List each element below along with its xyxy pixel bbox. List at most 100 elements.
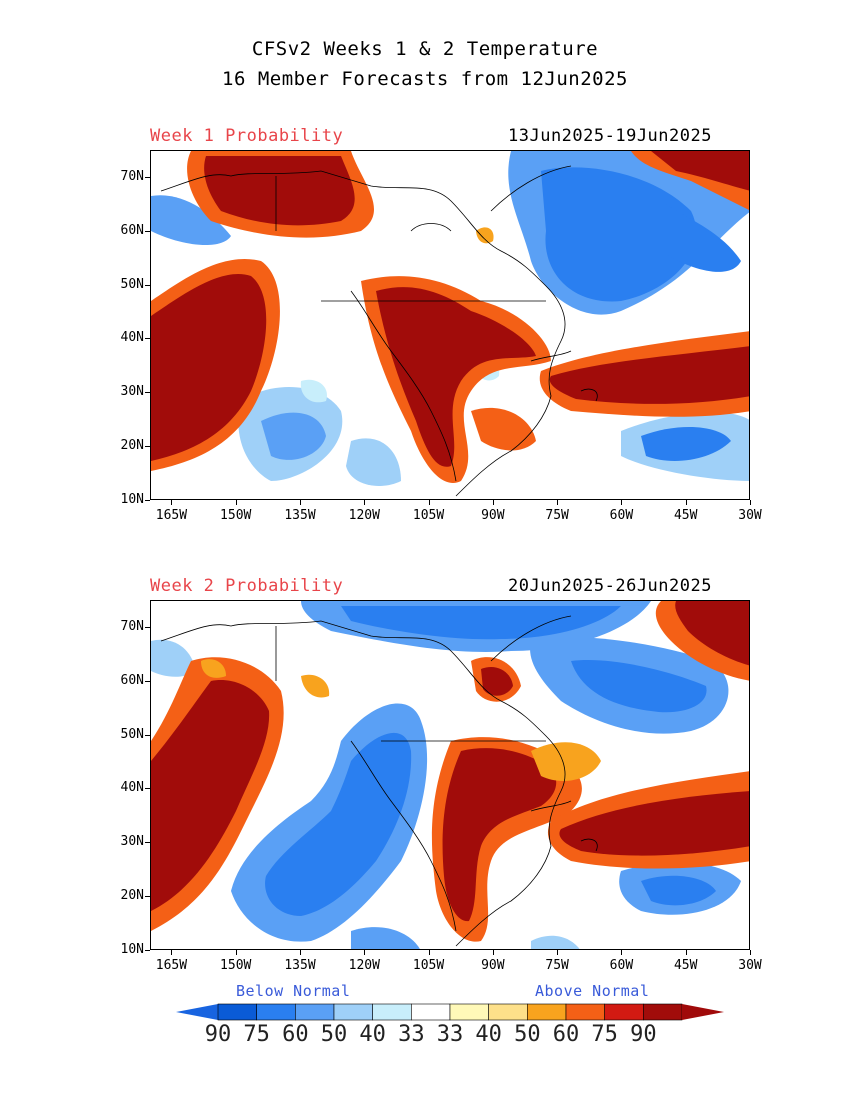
- figure-title-line1: CFSv2 Weeks 1 & 2 Temperature: [251, 38, 599, 60]
- lat-label: 30N: [120, 834, 144, 850]
- legend-swatch: [449, 1003, 489, 1021]
- legend-value: 60: [282, 1022, 309, 1047]
- lon-label: 120W: [348, 508, 380, 523]
- legend-value: 60: [552, 1022, 580, 1047]
- figure-title-line2: 16 Member Forecasts from 12Jun2025: [222, 68, 628, 90]
- week2-probability-map: [150, 600, 750, 950]
- legend-swatch: [256, 1003, 296, 1021]
- lat-tick: [145, 950, 150, 951]
- lon-tick: [557, 500, 559, 505]
- lon-tick: [557, 950, 559, 955]
- legend-value: 40: [359, 1022, 386, 1047]
- lat-label: 40N: [120, 330, 144, 346]
- lon-label: 60W: [609, 508, 634, 523]
- legend-value: 50: [514, 1022, 541, 1047]
- week1-panel-label: Week 1 Probability: [150, 126, 344, 146]
- legend-above-normal-label: Above Normal: [535, 982, 650, 1000]
- legend-swatch: [411, 1003, 451, 1021]
- lon-label: 135W: [284, 508, 316, 523]
- week2-date-range: 20Jun2025-26Jun2025: [508, 576, 712, 596]
- legend-swatch: [565, 1003, 605, 1021]
- lat-label: 10N: [120, 492, 144, 507]
- lat-label: 70N: [120, 168, 144, 184]
- lon-label: 165W: [155, 958, 188, 973]
- lon-tick: [171, 500, 173, 505]
- lon-tick: [364, 500, 366, 505]
- lat-tick: [145, 230, 150, 232]
- lat-label: 60N: [120, 222, 144, 238]
- lon-label: 105W: [412, 958, 445, 973]
- legend-swatch: [643, 1003, 683, 1021]
- lon-label: 45W: [673, 508, 698, 523]
- legend-value: 33: [436, 1022, 464, 1047]
- lon-tick: [171, 950, 173, 955]
- lon-label: 90W: [481, 958, 505, 973]
- legend-swatch: [372, 1003, 412, 1021]
- lon-label: 165W: [155, 508, 188, 523]
- lat-tick: [145, 734, 150, 736]
- lat-label: 70N: [120, 618, 144, 634]
- lon-label: 120W: [348, 958, 380, 973]
- lon-label: 60W: [609, 958, 634, 973]
- legend-value: 90: [204, 1022, 232, 1047]
- lat-tick: [145, 500, 150, 501]
- lon-tick: [428, 950, 430, 955]
- lon-label: 135W: [284, 958, 316, 973]
- legend-arrow-above: [682, 1004, 724, 1020]
- lat-tick: [145, 626, 150, 628]
- week1-probability-map: [150, 150, 750, 500]
- lon-tick: [750, 500, 751, 505]
- lat-tick: [145, 338, 150, 340]
- week1-probability-field: [151, 151, 749, 497]
- legend-swatch: [217, 1003, 257, 1021]
- lat-tick: [145, 446, 150, 448]
- legend-value: 33: [398, 1022, 425, 1047]
- lon-label: 45W: [673, 958, 698, 973]
- lon-label: 30W: [738, 508, 762, 523]
- week2-panel-label: Week 2 Probability: [150, 576, 344, 596]
- lat-label: 10N: [120, 942, 144, 957]
- lon-tick: [428, 500, 430, 505]
- lon-label: 150W: [220, 508, 252, 523]
- legend-swatch: [333, 1003, 373, 1021]
- legend-value: 75: [591, 1022, 618, 1047]
- lon-tick: [621, 950, 623, 955]
- lon-label: 150W: [220, 958, 252, 973]
- lat-label: 30N: [120, 384, 144, 400]
- lat-label: 20N: [120, 888, 144, 904]
- lon-tick: [300, 950, 301, 955]
- lon-label: 90W: [481, 508, 505, 523]
- lon-tick: [685, 500, 687, 505]
- lat-tick: [145, 680, 150, 682]
- week2-probability-field: [151, 601, 749, 949]
- lon-label: 105W: [412, 508, 445, 523]
- lon-tick: [364, 950, 366, 955]
- lon-tick: [235, 950, 237, 955]
- lon-tick: [685, 950, 687, 955]
- lon-tick: [492, 500, 494, 505]
- legend-swatch: [488, 1003, 528, 1021]
- lon-tick: [300, 500, 301, 505]
- lon-tick: [492, 950, 494, 955]
- legend-arrow-below: [176, 1004, 218, 1020]
- lat-tick: [145, 284, 150, 286]
- lon-label: 30W: [738, 958, 762, 973]
- legend-value: 90: [630, 1022, 657, 1047]
- lat-label: 20N: [120, 438, 144, 454]
- lat-tick: [145, 392, 150, 394]
- lon-label: 75W: [545, 958, 569, 973]
- legend-value: 50: [320, 1022, 348, 1047]
- lat-label: 50N: [120, 726, 144, 742]
- lat-tick: [145, 176, 150, 178]
- week1-date-range: 13Jun2025-19Jun2025: [508, 126, 712, 146]
- legend-swatch: [295, 1003, 335, 1021]
- legend-below-normal-label: Below Normal: [236, 982, 351, 1000]
- lat-label: 60N: [120, 672, 144, 688]
- lat-tick: [145, 896, 150, 898]
- lon-label: 75W: [545, 508, 569, 523]
- lon-tick: [621, 500, 623, 505]
- legend-swatch: [527, 1003, 567, 1021]
- lat-tick: [145, 842, 150, 844]
- legend-value: 75: [243, 1022, 270, 1047]
- lat-label: 50N: [120, 276, 144, 292]
